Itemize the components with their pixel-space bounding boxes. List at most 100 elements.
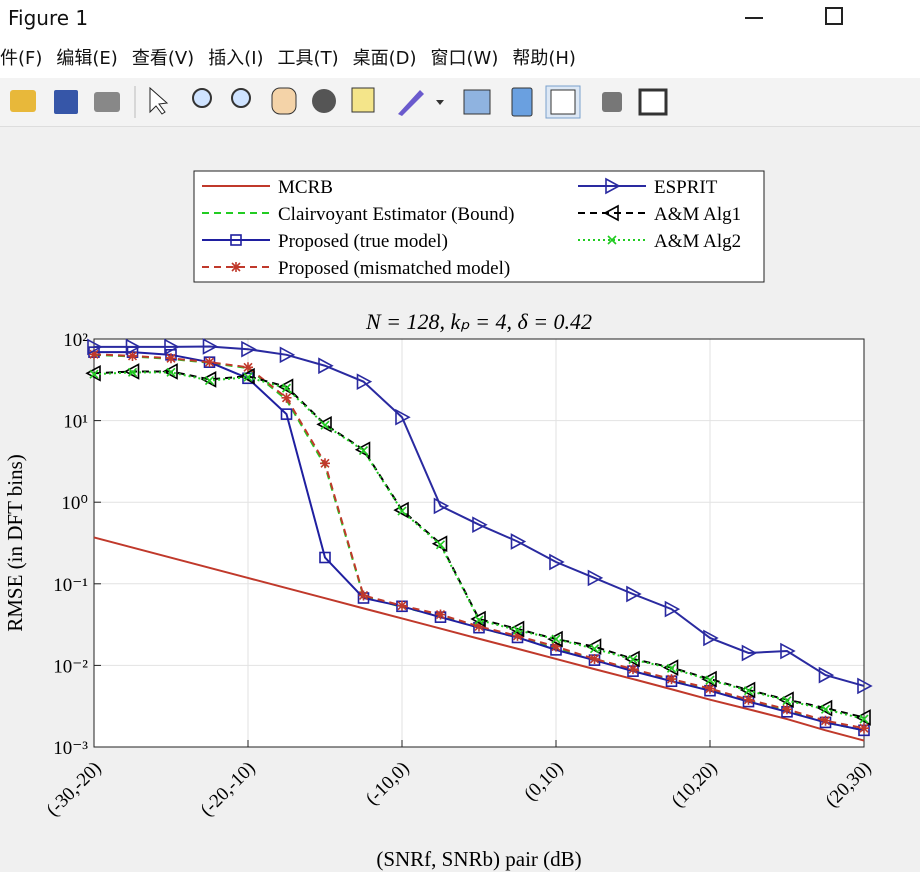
x-axis-label: (SNRf, SNRb) pair (dB)	[376, 847, 581, 871]
marker	[125, 338, 142, 356]
marker	[628, 654, 638, 665]
marker	[241, 340, 257, 358]
y-axis-label: RMSE (in DFT bins)	[3, 454, 27, 632]
marker	[397, 506, 407, 516]
marker	[243, 372, 253, 382]
marker	[89, 349, 99, 360]
legend: MCRB Clairvoyant Estimator (Bound) Propose…	[193, 170, 765, 283]
chart-title: N = 128, kₚ = 4, δ = 0.42	[365, 309, 592, 334]
y-tick-label: 10⁻³	[53, 738, 88, 759]
chart: N = 128, kₚ = 4, δ = 0.42 (SNRf, SNRb) p…	[3, 170, 876, 871]
brush-icon[interactable]	[398, 90, 424, 116]
marker	[662, 659, 679, 676]
series-line	[94, 345, 865, 687]
marker	[816, 699, 833, 717]
menu-item[interactable]: 帮助(H)	[512, 48, 576, 69]
menu-item[interactable]: 查看(V)	[131, 48, 195, 69]
marker	[230, 234, 242, 246]
marker	[243, 362, 253, 373]
marker	[320, 458, 330, 469]
window-controls	[745, 7, 843, 25]
marker	[358, 445, 369, 456]
y-tick-label: 10⁻¹	[53, 575, 88, 596]
marker	[354, 441, 371, 459]
y-tick-label: 10⁰	[61, 493, 88, 514]
marker	[743, 686, 754, 696]
marker	[393, 501, 409, 519]
dropdown-icon[interactable]	[436, 100, 444, 105]
datatip-icon[interactable]	[351, 87, 375, 113]
x-tick-label: (-20,-10)	[197, 758, 260, 821]
menu-item[interactable]: 桌面(D)	[352, 48, 417, 69]
series-line	[93, 536, 865, 742]
marker	[782, 704, 792, 715]
marker	[316, 415, 332, 433]
maximize-button[interactable]	[825, 7, 843, 25]
marker	[204, 357, 215, 368]
marker	[433, 497, 450, 515]
marker	[202, 338, 219, 355]
marker	[89, 369, 99, 379]
marker	[666, 663, 677, 673]
x-tick-label: (20,30)	[822, 758, 876, 812]
zoom-out-icon[interactable]	[231, 88, 251, 108]
marker	[664, 600, 681, 618]
marker	[549, 553, 565, 571]
menu-item[interactable]: 窗口(W)	[430, 48, 499, 69]
marker	[166, 353, 176, 364]
marker	[512, 625, 523, 635]
menu-item[interactable]: 编辑(E)	[56, 48, 118, 69]
marker	[397, 600, 407, 611]
marker	[474, 621, 484, 632]
marker	[626, 585, 642, 603]
colorbar-icon[interactable]	[511, 87, 533, 117]
marker	[279, 346, 296, 364]
dock-icon[interactable]	[638, 88, 668, 116]
legend-icon	[550, 89, 576, 115]
marker	[587, 569, 604, 587]
legend-label: Clairvoyant Estimator (Bound)	[278, 204, 514, 225]
menu-item[interactable]: 插入(I)	[208, 48, 264, 69]
zoom-in-icon[interactable]	[192, 88, 212, 108]
legend-label: Proposed (true model)	[278, 231, 448, 252]
hide-tools-icon[interactable]	[602, 92, 622, 112]
marker	[395, 408, 411, 426]
marker	[127, 367, 138, 377]
marker	[782, 696, 792, 706]
save-icon[interactable]	[54, 90, 78, 114]
marker	[855, 709, 871, 726]
legend-label: Proposed (mismatched model)	[278, 258, 510, 279]
x-tick-label: (10,20)	[668, 758, 722, 812]
marker	[280, 408, 293, 420]
marker	[435, 540, 446, 550]
marker	[818, 666, 835, 684]
marker	[164, 338, 180, 356]
marker	[358, 590, 369, 601]
menu-item[interactable]: 件(F)	[0, 48, 43, 69]
marker	[701, 670, 717, 688]
marker	[605, 177, 621, 195]
marker	[277, 378, 294, 396]
title-bar: Figure 1	[0, 0, 920, 39]
window-title: Figure 1	[8, 6, 89, 30]
print-icon[interactable]	[94, 92, 120, 112]
legend-label: A&M Alg2	[654, 231, 741, 252]
marker	[551, 641, 561, 652]
rotate-icon[interactable]	[312, 89, 336, 113]
marker	[705, 683, 715, 694]
link-icon[interactable]	[463, 89, 491, 115]
marker	[123, 363, 140, 380]
toolbar-icons	[10, 85, 668, 119]
pointer-icon[interactable]	[149, 86, 169, 115]
marker	[547, 630, 563, 648]
legend-label: A&M Alg1	[654, 204, 741, 225]
marker	[470, 610, 486, 628]
pan-icon[interactable]	[271, 87, 297, 115]
marker	[551, 634, 561, 644]
marker	[703, 629, 719, 647]
marker	[859, 714, 869, 724]
menu-item[interactable]: 工具(T)	[277, 48, 339, 69]
open-icon[interactable]	[10, 90, 36, 112]
marker	[318, 357, 334, 375]
